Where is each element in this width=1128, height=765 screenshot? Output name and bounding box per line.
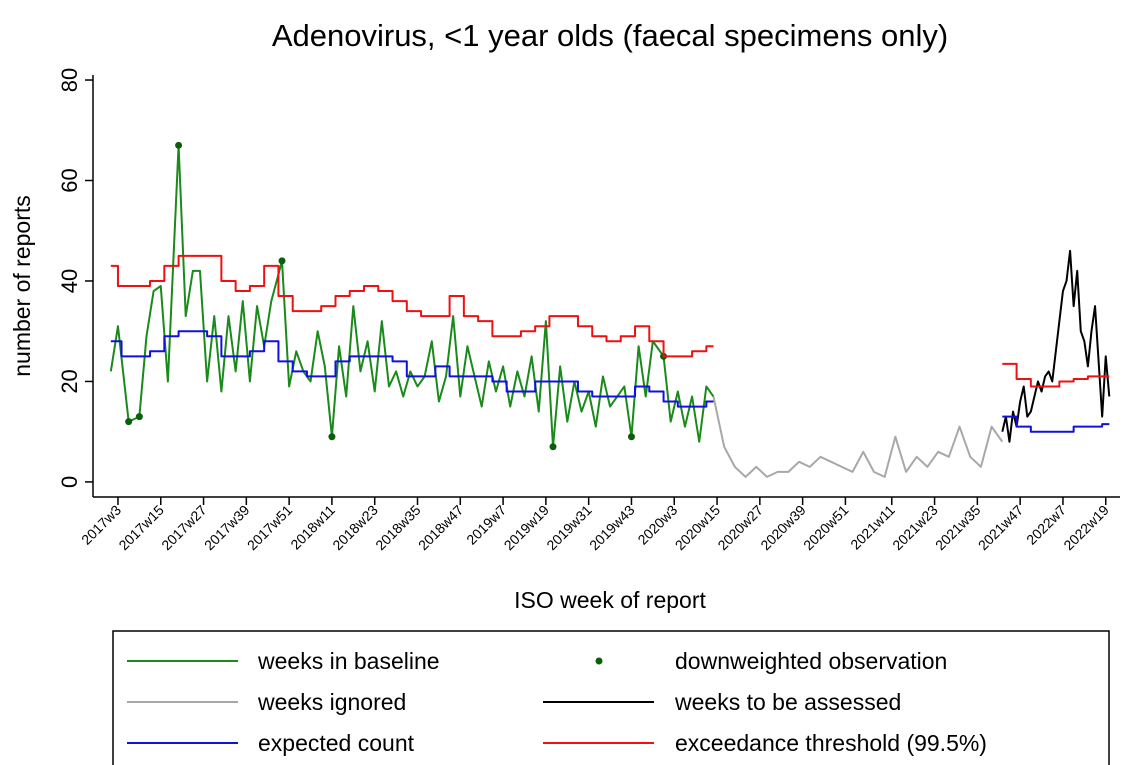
legend-label: downweighted observation [675, 648, 947, 674]
x-tick-label: 2019w43 [586, 502, 638, 554]
x-tick-label: 2017w15 [115, 502, 167, 554]
x-tick-label: 2018w47 [415, 502, 467, 554]
series-line [1001, 249, 1111, 443]
x-tick-label: 2018w23 [329, 502, 381, 554]
y-tick-label: 80 [57, 68, 82, 92]
x-tick-label: 2017w39 [201, 502, 253, 554]
legend-label: exceedance threshold (99.5%) [675, 730, 987, 756]
data-point [627, 433, 635, 441]
legend-label: weeks ignored [257, 689, 406, 715]
data-point [175, 141, 183, 149]
x-tick-label: 2020w51 [800, 502, 852, 554]
x-tick-label: 2021w23 [889, 502, 941, 554]
x-tick-label: 2022w19 [1060, 502, 1112, 554]
data-point [125, 418, 133, 426]
legend-box [112, 630, 1110, 765]
series-line [110, 330, 1110, 433]
x-tick-label: 2020w39 [757, 502, 809, 554]
data-point [135, 413, 143, 421]
y-tick-label: 60 [57, 168, 82, 192]
chart-title: Adenovirus, <1 year olds (faecal specime… [272, 18, 948, 53]
x-tick-label: 2018w35 [372, 502, 424, 554]
legend-label: expected count [258, 730, 415, 756]
x-tick-label: 2020w15 [672, 502, 724, 554]
y-tick-label: 0 [57, 476, 82, 488]
x-tick-label: 2017w51 [244, 502, 296, 554]
legend-marker [595, 657, 603, 665]
x-tick-label: 2019w31 [543, 502, 595, 554]
y-axis-label: number of reports [9, 195, 35, 377]
legend-label: weeks to be assessed [674, 689, 901, 715]
series-line [109, 144, 715, 448]
x-tick-label: 2017w27 [158, 502, 210, 554]
y-tick-label: 20 [57, 369, 82, 393]
series-line [712, 396, 1004, 478]
data-point [549, 443, 557, 451]
x-tick-label: 2021w35 [932, 502, 984, 554]
legend-label: weeks in baseline [257, 648, 440, 674]
data-point [328, 433, 336, 441]
x-tick-label: 2021w47 [975, 502, 1027, 554]
x-axis-label: ISO week of report [514, 587, 706, 613]
x-tick-label: 2018w11 [287, 502, 338, 553]
x-tick-label: 2020w27 [714, 502, 766, 554]
data-point [278, 257, 286, 265]
y-tick-label: 40 [57, 269, 82, 293]
x-tick-label: 2021w11 [847, 502, 898, 553]
x-tick-label: 2019w19 [501, 502, 553, 554]
series-line [110, 254, 1110, 388]
